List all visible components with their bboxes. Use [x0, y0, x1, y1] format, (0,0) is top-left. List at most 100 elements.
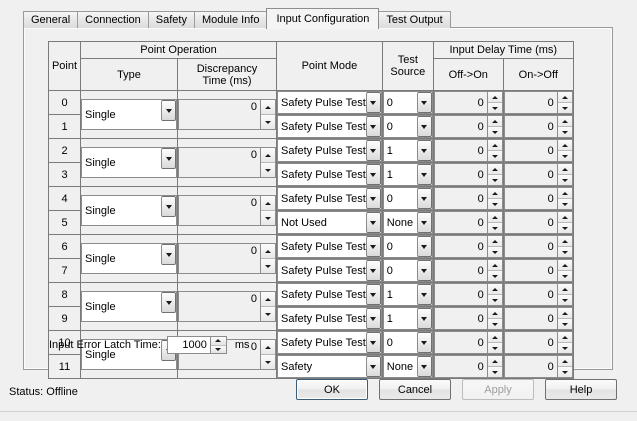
off-to-on-delay-cell[interactable]: 0: [432, 354, 504, 379]
test-source-combobox[interactable]: None: [382, 355, 433, 378]
on-to-off-spinner-buttons[interactable]: [556, 308, 572, 329]
point-mode-combobox[interactable]: Safety Pulse Test: [277, 331, 382, 354]
on-to-off-delay-cell[interactable]: 0: [502, 354, 574, 379]
on-to-off-stepper[interactable]: 0: [503, 115, 573, 138]
test-source-cell[interactable]: 0: [381, 114, 434, 139]
chevron-down-icon[interactable]: [416, 260, 432, 281]
spinner-up-icon[interactable]: [557, 236, 572, 247]
test-source-combobox[interactable]: 0: [382, 91, 433, 114]
test-source-cell[interactable]: None: [381, 354, 434, 379]
spinner-down-icon[interactable]: [487, 319, 502, 329]
discrepancy-spinner-buttons[interactable]: [260, 292, 275, 321]
on-to-off-spinner-buttons[interactable]: [556, 332, 572, 353]
off-to-on-spinner-buttons[interactable]: [486, 164, 502, 185]
spinner-up-icon[interactable]: [557, 212, 572, 223]
spinner-down-icon[interactable]: [487, 103, 502, 113]
input-error-latch-time-stepper[interactable]: 1000: [166, 336, 227, 354]
spinner-up-icon[interactable]: [487, 188, 502, 199]
off-to-on-stepper[interactable]: 0: [433, 235, 503, 258]
chevron-down-icon[interactable]: [365, 188, 381, 209]
test-source-cell[interactable]: 0: [381, 90, 434, 115]
spinner-up-icon[interactable]: [487, 260, 502, 271]
tab-input-configuration[interactable]: Input Configuration: [266, 8, 380, 29]
chevron-down-icon[interactable]: [365, 356, 381, 377]
type-combobox[interactable]: Single: [81, 339, 177, 370]
type-cell[interactable]: Single: [80, 330, 178, 379]
discrepancy-time-cell[interactable]: 0: [177, 282, 277, 331]
on-to-off-spinner-buttons[interactable]: [556, 164, 572, 185]
off-to-on-spinner-buttons[interactable]: [486, 284, 502, 305]
chevron-down-icon[interactable]: [416, 284, 432, 305]
chevron-down-icon[interactable]: [365, 332, 381, 353]
point-mode-combobox[interactable]: Safety Pulse Test: [277, 115, 382, 138]
test-source-combobox[interactable]: 1: [382, 139, 433, 162]
point-mode-cell[interactable]: Safety Pulse Test: [276, 258, 383, 283]
off-to-on-stepper[interactable]: 0: [433, 187, 503, 210]
chevron-down-icon[interactable]: [416, 332, 432, 353]
spinner-up-icon[interactable]: [557, 284, 572, 295]
type-cell[interactable]: Single: [80, 234, 178, 283]
type-cell[interactable]: Single: [80, 138, 178, 187]
point-mode-cell[interactable]: Not Used: [276, 210, 383, 235]
chevron-down-icon[interactable]: [161, 292, 176, 313]
test-source-cell[interactable]: 0: [381, 186, 434, 211]
point-mode-cell[interactable]: Safety Pulse Test: [276, 186, 383, 211]
discrepancy-spinner-buttons[interactable]: [260, 100, 275, 129]
point-mode-cell[interactable]: Safety: [276, 354, 383, 379]
spinner-down-icon[interactable]: [557, 199, 572, 209]
on-to-off-delay-cell[interactable]: 0: [502, 162, 574, 187]
spinner-down-icon[interactable]: [557, 295, 572, 305]
discrepancy-time-cell[interactable]: 0: [177, 186, 277, 235]
spinner-down-icon[interactable]: [487, 343, 502, 353]
chevron-down-icon[interactable]: [416, 116, 432, 137]
off-to-on-delay-cell[interactable]: 0: [432, 258, 504, 283]
spinner-up-icon[interactable]: [487, 140, 502, 151]
spinner-up-icon[interactable]: [557, 92, 572, 103]
chevron-down-icon[interactable]: [161, 100, 176, 121]
off-to-on-delay-cell[interactable]: 0: [432, 282, 504, 307]
test-source-cell[interactable]: 1: [381, 306, 434, 331]
on-to-off-delay-cell[interactable]: 0: [502, 90, 574, 115]
spinner-down-icon[interactable]: [487, 223, 502, 233]
on-to-off-delay-cell[interactable]: 0: [502, 114, 574, 139]
on-to-off-stepper[interactable]: 0: [503, 235, 573, 258]
discrepancy-spinner-buttons[interactable]: [260, 196, 275, 225]
on-to-off-spinner-buttons[interactable]: [556, 116, 572, 137]
spinner-up-icon[interactable]: [487, 308, 502, 319]
test-source-combobox[interactable]: 0: [382, 187, 433, 210]
chevron-down-icon[interactable]: [416, 164, 432, 185]
on-to-off-stepper[interactable]: 0: [503, 187, 573, 210]
point-mode-cell[interactable]: Safety Pulse Test: [276, 234, 383, 259]
on-to-off-spinner-buttons[interactable]: [556, 260, 572, 281]
point-mode-cell[interactable]: Safety Pulse Test: [276, 162, 383, 187]
on-to-off-spinner-buttons[interactable]: [556, 212, 572, 233]
on-to-off-stepper[interactable]: 0: [503, 211, 573, 234]
spinner-up-icon[interactable]: [261, 100, 275, 115]
on-to-off-delay-cell[interactable]: 0: [502, 258, 574, 283]
on-to-off-delay-cell[interactable]: 0: [502, 306, 574, 331]
point-mode-cell[interactable]: Safety Pulse Test: [276, 90, 383, 115]
spinner-up-icon[interactable]: [210, 337, 226, 346]
spinner-down-icon[interactable]: [487, 199, 502, 209]
spinner-up-icon[interactable]: [261, 340, 275, 355]
chevron-down-icon[interactable]: [416, 140, 432, 161]
type-combobox[interactable]: Single: [81, 243, 177, 274]
ok-button[interactable]: OK: [296, 379, 368, 400]
off-to-on-stepper[interactable]: 0: [433, 259, 503, 282]
point-mode-combobox[interactable]: Safety: [277, 355, 382, 378]
off-to-on-delay-cell[interactable]: 0: [432, 330, 504, 355]
off-to-on-stepper[interactable]: 0: [433, 331, 503, 354]
spinner-up-icon[interactable]: [487, 164, 502, 175]
point-mode-combobox[interactable]: Safety Pulse Test: [277, 163, 382, 186]
off-to-on-delay-cell[interactable]: 0: [432, 90, 504, 115]
on-to-off-spinner-buttons[interactable]: [556, 92, 572, 113]
point-mode-combobox[interactable]: Safety Pulse Test: [277, 139, 382, 162]
discrepancy-spinner-buttons[interactable]: [260, 340, 275, 369]
spinner-down-icon[interactable]: [487, 367, 502, 377]
off-to-on-stepper[interactable]: 0: [433, 283, 503, 306]
spinner-up-icon[interactable]: [261, 148, 275, 163]
input-error-latch-time-value[interactable]: 1000: [182, 339, 207, 351]
on-to-off-delay-cell[interactable]: 0: [502, 282, 574, 307]
chevron-down-icon[interactable]: [416, 188, 432, 209]
spinner-down-icon[interactable]: [487, 295, 502, 305]
